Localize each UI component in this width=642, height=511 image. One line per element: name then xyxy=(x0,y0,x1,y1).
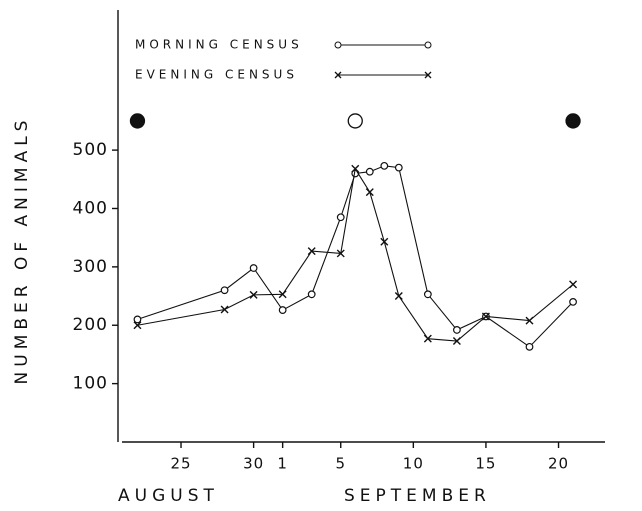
x-tick-label: 5 xyxy=(335,455,346,473)
x-tick-label: 30 xyxy=(243,455,264,473)
x-tick-label: 15 xyxy=(475,455,496,473)
point xyxy=(365,188,374,197)
point xyxy=(278,290,287,299)
point xyxy=(336,213,345,222)
legend-marker xyxy=(424,41,432,49)
point xyxy=(278,306,287,314)
x-tick-label: 10 xyxy=(403,455,424,473)
phase-marker xyxy=(347,113,363,129)
point xyxy=(220,286,229,295)
point xyxy=(569,280,578,289)
phase-marker xyxy=(129,113,146,129)
month-label: SEPTEMBER xyxy=(344,486,491,506)
point xyxy=(380,161,389,170)
legend-label: EVENING CENSUS xyxy=(135,68,298,82)
point xyxy=(307,290,316,299)
point xyxy=(249,264,258,272)
point xyxy=(569,297,577,306)
point xyxy=(307,247,316,256)
legend-label: MORNING CENSUS xyxy=(135,38,303,52)
y-tick-label: 100 xyxy=(73,374,108,394)
point xyxy=(336,249,345,258)
point xyxy=(133,315,142,324)
legend-marker xyxy=(424,71,432,79)
point xyxy=(249,290,258,299)
point xyxy=(133,321,142,330)
x-tick-label: 25 xyxy=(170,455,191,473)
point xyxy=(351,164,360,173)
y-tick-label: 300 xyxy=(73,257,108,277)
point xyxy=(452,337,461,345)
point xyxy=(394,292,403,301)
series-line xyxy=(137,165,574,348)
point xyxy=(525,342,534,351)
point xyxy=(380,237,389,246)
month-label: AUGUST xyxy=(118,486,219,506)
y-tick-label: 400 xyxy=(73,198,108,218)
point xyxy=(220,305,229,314)
point xyxy=(452,326,461,334)
point xyxy=(365,167,374,176)
y-tick-label: 200 xyxy=(73,315,108,335)
point xyxy=(525,316,534,325)
y-tick-label: 500 xyxy=(73,140,108,160)
y-axis-label: NUMBER OF ANIMALS xyxy=(12,116,32,385)
legend-marker xyxy=(334,41,342,49)
point xyxy=(481,312,490,321)
x-tick-label: 20 xyxy=(548,455,569,473)
point xyxy=(423,290,432,299)
point xyxy=(394,163,403,172)
legend-marker xyxy=(334,71,342,79)
x-tick-label: 1 xyxy=(277,455,288,473)
phase-marker xyxy=(565,113,581,129)
series-line xyxy=(137,167,574,342)
point xyxy=(423,334,432,343)
